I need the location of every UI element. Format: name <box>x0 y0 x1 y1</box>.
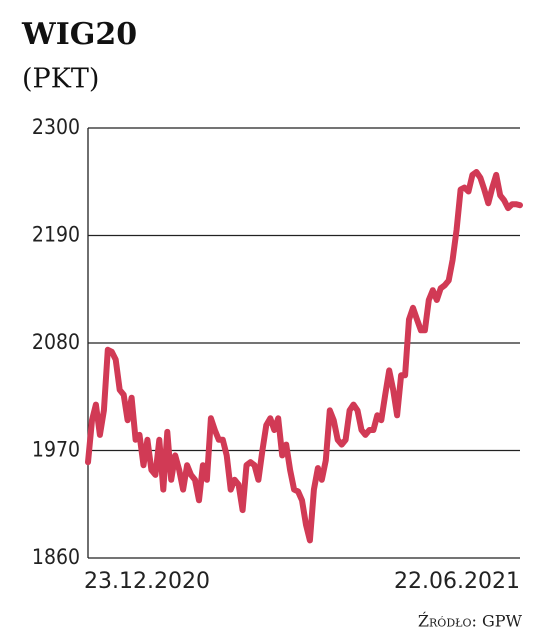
y-tick-label: 2190 <box>32 223 80 247</box>
y-tick-label: 2080 <box>32 330 80 354</box>
source-note: Źródło: GPW <box>418 611 523 631</box>
x-tick-label: 22.06.2021 <box>394 569 520 594</box>
y-tick-label: 1970 <box>32 438 80 462</box>
y-tick-label: 2300 <box>32 115 80 139</box>
data-line <box>85 169 523 544</box>
chart-subtitle: (PKT) <box>22 64 99 95</box>
x-tick-label: 23.12.2020 <box>84 569 210 594</box>
chart-title: WIG20 <box>21 17 137 52</box>
y-tick-label: 1860 <box>32 545 80 569</box>
